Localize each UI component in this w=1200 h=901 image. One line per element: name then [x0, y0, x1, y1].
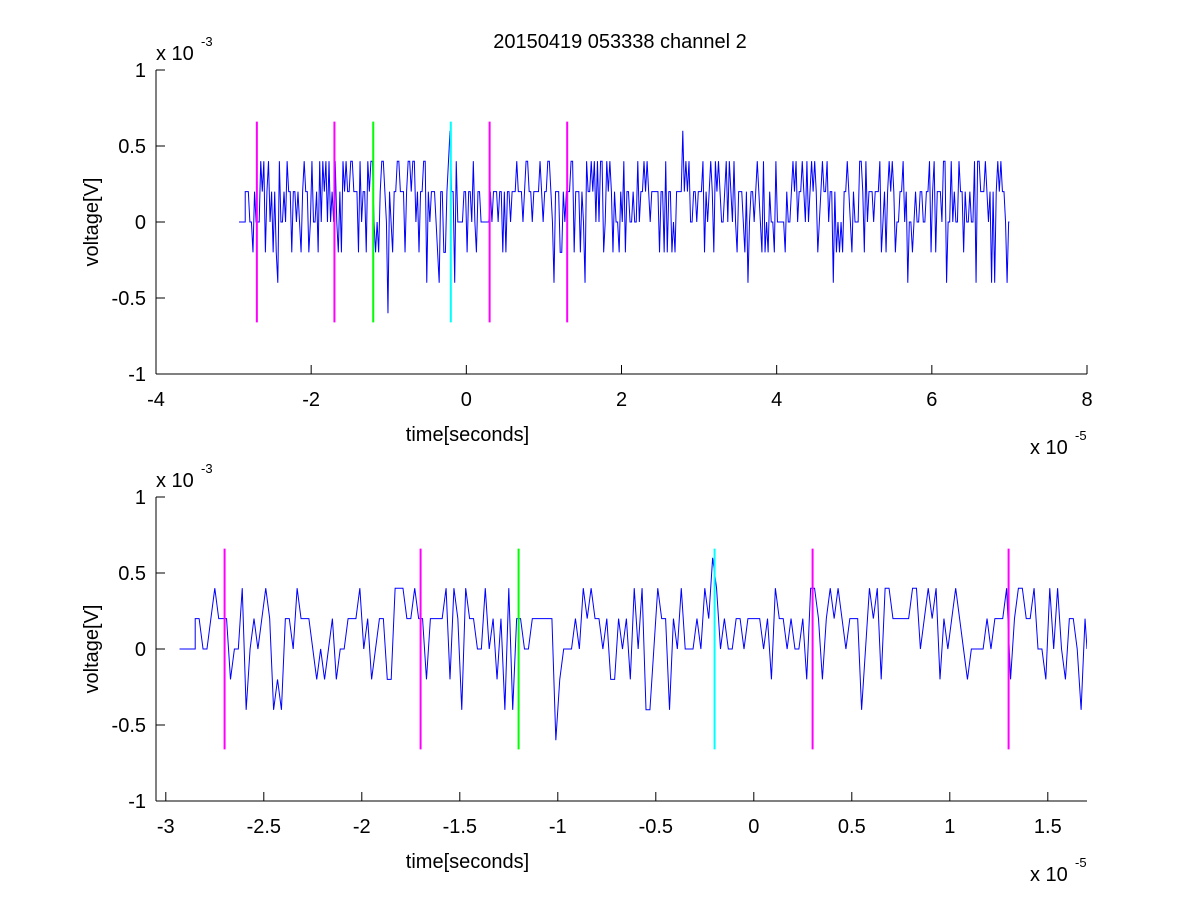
x-tick-label: 6: [926, 389, 937, 411]
x-tick-label: 4: [771, 389, 782, 411]
x-tick-label: 0: [461, 389, 472, 411]
x-tick-label: 2: [616, 389, 627, 411]
x-tick-label: -4: [147, 389, 165, 411]
y-tick-label: -0.5: [112, 288, 146, 310]
y-exponent-power: -3: [201, 461, 213, 476]
y-exponent-power: -3: [201, 34, 213, 49]
x-tick-label: 8: [1081, 389, 1092, 411]
y-tick-label: 0.5: [118, 563, 146, 585]
x-tick-label: -2: [353, 816, 371, 838]
y-exponent: x 10: [156, 43, 194, 65]
x-tick-label: 0.5: [838, 816, 866, 838]
x-tick-label: 0: [748, 816, 759, 838]
x-tick-label: -2: [302, 389, 320, 411]
x-tick-label: -3: [157, 816, 175, 838]
x-exponent-power: -5: [1075, 428, 1087, 443]
figure-title: 20150419 053338 channel 2: [493, 31, 747, 53]
x-tick-label: 1: [944, 816, 955, 838]
x-axis-label: time[seconds]: [406, 851, 529, 873]
x-axis-label: time[seconds]: [406, 424, 529, 446]
x-tick-label: -1: [549, 816, 567, 838]
y-tick-label: 1: [135, 487, 146, 509]
y-exponent: x 10: [156, 470, 194, 492]
y-tick-label: -1: [128, 364, 146, 386]
signal-trace: [239, 130, 1010, 314]
x-exponent-power: -5: [1075, 855, 1087, 870]
signal-trace: [179, 557, 1087, 741]
x-exponent: x 10: [1030, 437, 1068, 459]
x-tick-label: 1.5: [1034, 816, 1062, 838]
x-tick-label: -2.5: [247, 816, 281, 838]
y-axis-label: voltage[V]: [81, 605, 103, 694]
y-tick-label: -1: [128, 791, 146, 813]
y-tick-label: 0: [135, 639, 146, 661]
y-axis-label: voltage[V]: [81, 178, 103, 267]
x-exponent: x 10: [1030, 864, 1068, 886]
x-tick-label: -0.5: [639, 816, 673, 838]
y-tick-label: 1: [135, 60, 146, 82]
y-tick-label: -0.5: [112, 715, 146, 737]
y-tick-label: 0: [135, 212, 146, 234]
bottom-plot: -3 -2.5 -2 -1.5 -1 -0.5 0 0.5 1 1.5 -1 -0.5 0 0.5 1 tim…: [81, 461, 1087, 886]
top-plot: -4 -2 0 2 4 6 8 -1 -0.5 0 0.5 1 time[seconds] voltage…: [81, 34, 1093, 459]
y-tick-label: 0.5: [118, 136, 146, 158]
x-tick-label: -1.5: [443, 816, 477, 838]
